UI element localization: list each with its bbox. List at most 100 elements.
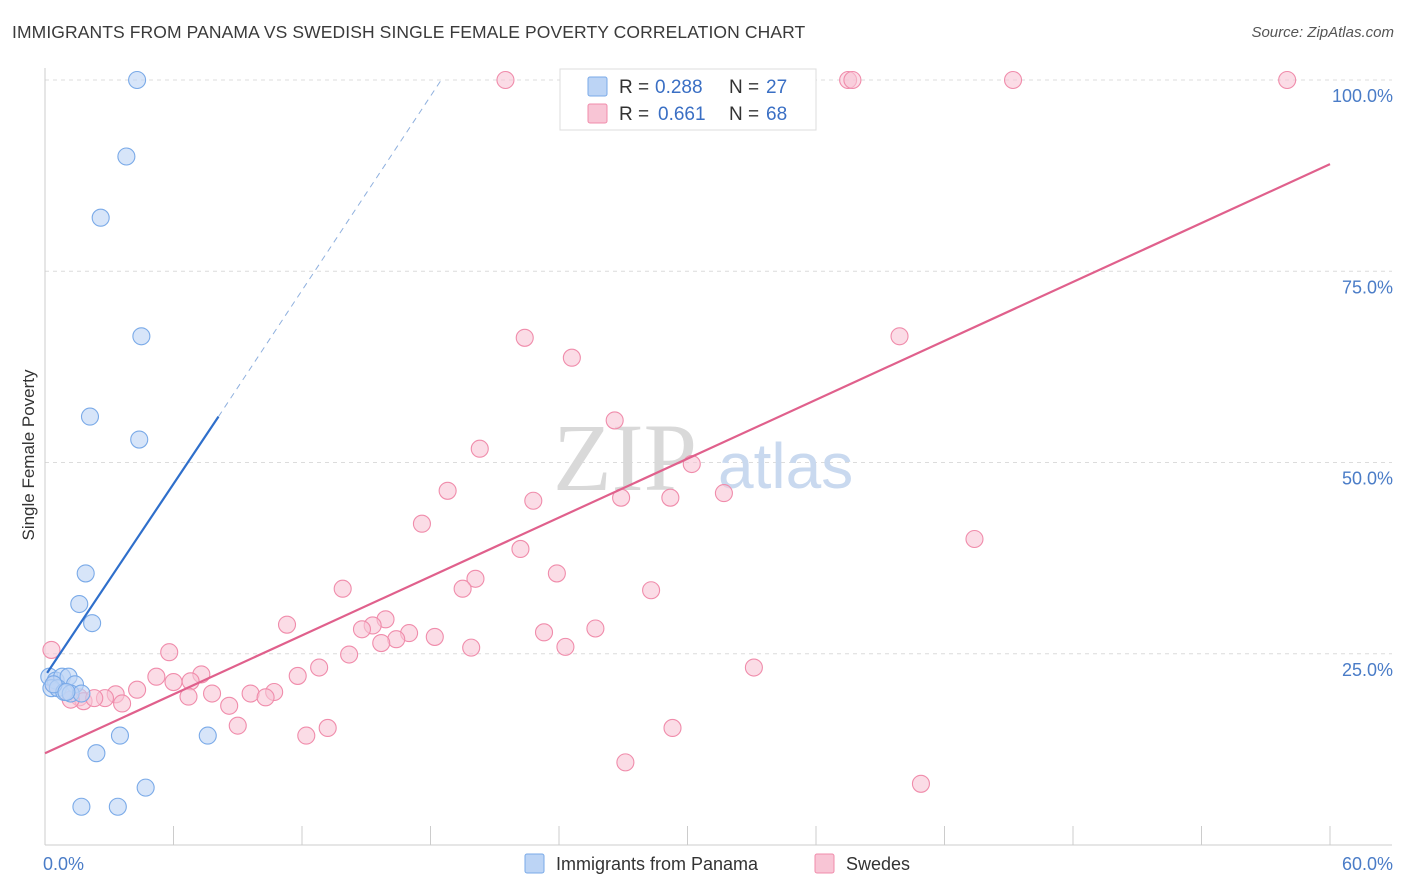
data-point: [524, 491, 543, 510]
gridlines: [45, 79, 1392, 655]
trend-line-swedes: [44, 163, 1331, 755]
data-point: [128, 70, 147, 90]
data-point: [132, 327, 151, 346]
data-point: [616, 753, 635, 772]
bottom-legend: Immigrants from Panama Swedes: [524, 853, 910, 874]
data-point: [147, 667, 166, 686]
data-point: [890, 327, 909, 346]
data-point: [682, 454, 701, 474]
x-tick-label: 60.0%: [1342, 854, 1393, 874]
data-point: [663, 718, 682, 738]
data-point: [57, 682, 76, 702]
data-point: [438, 481, 457, 500]
y-tick-labels: 25.0% 50.0% 75.0% 100.0%: [1332, 86, 1393, 680]
data-point: [310, 658, 329, 677]
y-tick-label: 100.0%: [1332, 86, 1393, 106]
legend-swatch-panama: [587, 76, 608, 97]
series-immigrants-from-panama: [40, 70, 217, 816]
x-tick-label: 0.0%: [43, 854, 84, 874]
data-point: [911, 774, 930, 793]
data-point: [547, 564, 566, 583]
data-point: [340, 645, 359, 664]
chart-title: IMMIGRANTS FROM PANAMA VS SWEDISH SINGLE…: [12, 22, 806, 42]
legend-n-value: 68: [766, 104, 787, 125]
bottom-legend-swatch-panama: [524, 853, 545, 874]
bottom-legend-label-panama: Immigrants from Panama: [556, 854, 759, 874]
data-point: [70, 594, 89, 614]
data-point: [605, 411, 624, 430]
data-point: [277, 615, 297, 634]
data-point: [128, 680, 147, 699]
legend-n-value: 27: [766, 77, 787, 98]
data-point: [661, 488, 680, 507]
x-tick-labels: 0.0% 60.0%: [43, 854, 1393, 874]
data-point: [164, 673, 183, 692]
trend-lines: [44, 79, 1331, 755]
data-point: [352, 620, 372, 639]
data-point: [965, 529, 984, 549]
data-point: [288, 666, 307, 685]
legend-swatch-swedes: [587, 103, 608, 124]
data-point: [228, 716, 247, 735]
data-point: [76, 564, 95, 583]
data-point: [642, 581, 661, 600]
data-point: [333, 579, 352, 598]
legend-n-label: N =: [729, 104, 759, 125]
data-point: [72, 797, 91, 816]
data-point: [136, 778, 155, 797]
data-point: [466, 569, 485, 588]
data-point: [556, 637, 575, 656]
data-point: [91, 208, 110, 227]
y-tick-label: 25.0%: [1342, 660, 1393, 680]
data-point: [534, 623, 554, 642]
data-point: [453, 579, 472, 598]
data-point: [425, 627, 444, 646]
data-point: [372, 633, 391, 653]
data-point: [1278, 70, 1297, 90]
legend-r-label: R =: [619, 104, 649, 125]
data-point: [297, 726, 316, 745]
data-point: [496, 70, 515, 90]
legend-n-label: N =: [729, 77, 759, 98]
data-point: [843, 70, 862, 90]
trend-line-panama: [46, 415, 220, 674]
data-point: [1003, 70, 1023, 90]
data-point: [108, 797, 127, 816]
axes: [44, 68, 1392, 846]
data-point: [72, 684, 91, 703]
trend-line-panama-extension: [218, 79, 442, 417]
legend-box: R = 0.288 N = 27 R = 0.661 N = 68: [559, 68, 817, 131]
data-point: [318, 718, 337, 738]
data-point: [412, 514, 431, 533]
bottom-legend-label-swedes: Swedes: [846, 854, 910, 874]
y-axis-title: Single Female Poverty: [19, 369, 38, 541]
data-point: [220, 696, 239, 715]
bottom-legend-swatch-swedes: [814, 853, 835, 874]
watermark-atlas: atlas: [718, 430, 853, 502]
data-point: [744, 658, 763, 677]
legend-r-label: R =: [619, 77, 649, 98]
watermark: ZIP atlas: [553, 404, 853, 511]
data-point: [470, 439, 489, 458]
data-point: [586, 619, 605, 638]
data-point: [387, 630, 406, 649]
y-tick-label: 75.0%: [1342, 277, 1393, 297]
data-point: [515, 328, 534, 347]
data-point: [113, 694, 132, 713]
chart-source: Source: ZipAtlas.com: [1251, 24, 1394, 41]
data-point: [160, 643, 179, 662]
data-point: [117, 147, 136, 166]
data-point: [256, 688, 275, 707]
data-point: [198, 726, 217, 745]
data-point: [130, 430, 149, 449]
data-point: [714, 484, 733, 503]
data-point: [83, 614, 102, 633]
data-point: [241, 684, 260, 703]
data-point: [511, 539, 530, 558]
data-point: [87, 744, 106, 763]
data-point: [42, 640, 61, 659]
data-point: [110, 726, 130, 745]
data-point: [562, 348, 581, 367]
legend-r-value: 0.288: [655, 77, 703, 98]
